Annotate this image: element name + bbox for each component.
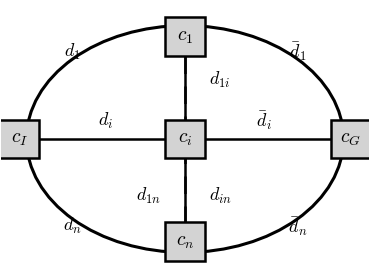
Text: $\bar{d}_n$: $\bar{d}_n$ xyxy=(287,215,307,238)
Text: $d_i$: $d_i$ xyxy=(98,111,113,131)
FancyBboxPatch shape xyxy=(165,120,205,158)
Text: $\bar{d}_1$: $\bar{d}_1$ xyxy=(289,40,306,63)
Text: $d_1$: $d_1$ xyxy=(64,42,81,62)
Text: $c_1$: $c_1$ xyxy=(177,27,193,46)
Text: $d_n$: $d_n$ xyxy=(63,216,82,236)
FancyBboxPatch shape xyxy=(165,17,205,56)
FancyBboxPatch shape xyxy=(165,222,205,261)
Text: $c_G$: $c_G$ xyxy=(340,130,361,148)
FancyBboxPatch shape xyxy=(0,120,39,158)
FancyBboxPatch shape xyxy=(331,120,370,158)
Text: $d_{1i}$: $d_{1i}$ xyxy=(209,70,231,90)
Text: $d_{1n}$: $d_{1n}$ xyxy=(136,186,161,206)
Text: $c_i$: $c_i$ xyxy=(178,130,192,148)
Text: $d_{in}$: $d_{in}$ xyxy=(209,186,232,206)
Text: $\bar{d}_i$: $\bar{d}_i$ xyxy=(256,110,272,133)
Text: $c_n$: $c_n$ xyxy=(176,232,194,251)
Text: $c_I$: $c_I$ xyxy=(10,130,28,148)
